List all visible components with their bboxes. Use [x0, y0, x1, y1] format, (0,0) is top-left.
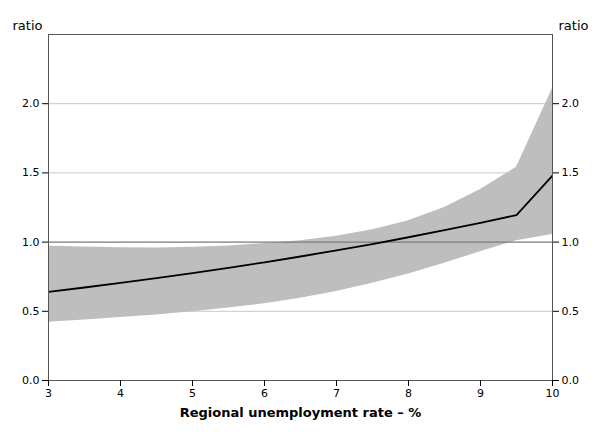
svg-text:4: 4 — [117, 387, 124, 400]
svg-text:9: 9 — [477, 387, 484, 400]
svg-text:0.5: 0.5 — [562, 305, 580, 318]
svg-text:10: 10 — [546, 387, 560, 400]
svg-text:8: 8 — [405, 387, 412, 400]
svg-text:0.0: 0.0 — [562, 374, 580, 387]
svg-text:ratio: ratio — [559, 18, 589, 33]
svg-text:Regional unemployment rate – %: Regional unemployment rate – % — [180, 405, 422, 420]
svg-text:3: 3 — [45, 387, 52, 400]
svg-text:1.5: 1.5 — [562, 166, 580, 179]
svg-text:7: 7 — [333, 387, 340, 400]
svg-text:2.0: 2.0 — [562, 97, 580, 110]
svg-text:0.5: 0.5 — [22, 305, 40, 318]
svg-text:1.5: 1.5 — [22, 166, 40, 179]
svg-text:5: 5 — [189, 387, 196, 400]
svg-text:ratio: ratio — [13, 18, 43, 33]
svg-text:1.0: 1.0 — [22, 236, 40, 249]
svg-text:6: 6 — [261, 387, 268, 400]
svg-text:2.0: 2.0 — [22, 97, 40, 110]
svg-text:0.0: 0.0 — [22, 374, 40, 387]
svg-text:1.0: 1.0 — [562, 236, 580, 249]
